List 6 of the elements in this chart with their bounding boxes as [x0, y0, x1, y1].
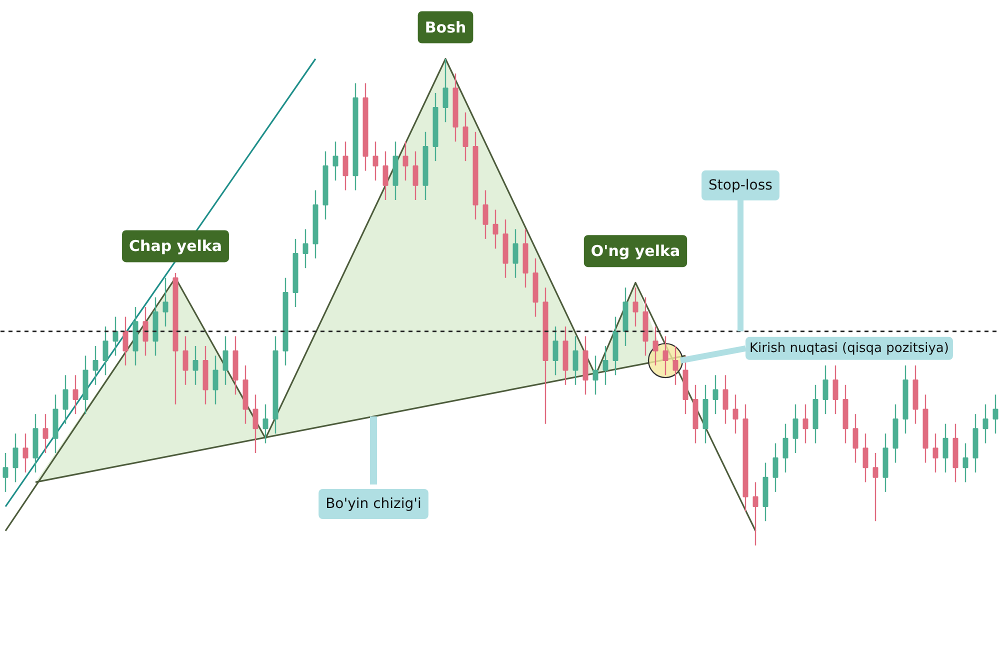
ref-line-label: Stop-loss — [708, 177, 772, 194]
annotation: Bo'yin chizig'i — [326, 496, 422, 512]
annotation: Kirish nuqtasi (qisqa pozitsiya) — [750, 340, 949, 356]
annotation: Chap yelka — [129, 237, 222, 256]
annotation: O'ng yelka — [590, 242, 680, 260]
text: Bosh — [424, 18, 466, 36]
